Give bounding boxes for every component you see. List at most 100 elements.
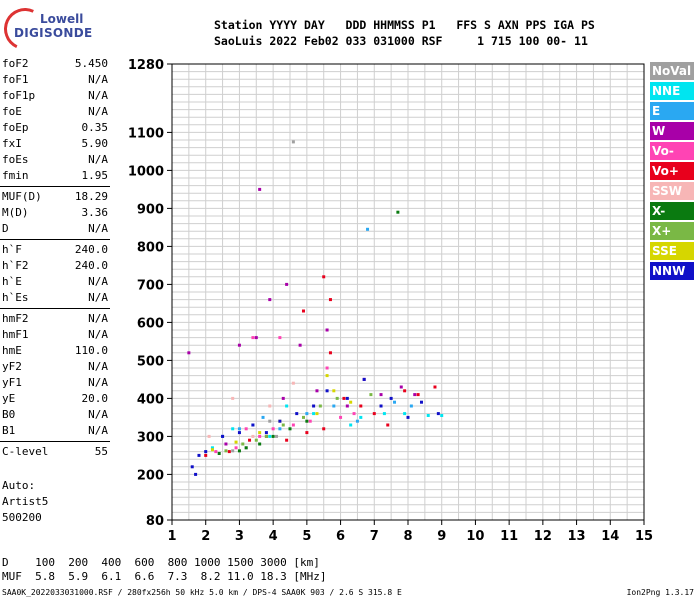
param-separator xyxy=(0,239,110,240)
y-tick-label: 1280 xyxy=(128,58,164,73)
echo-point-x xyxy=(271,434,275,438)
param-label: fmin xyxy=(2,169,29,182)
y-tick-label: 900 xyxy=(137,202,164,217)
param-value: 0.35 xyxy=(81,121,109,134)
param-row: fxI 5.90 xyxy=(0,136,110,152)
echo-point-vo xyxy=(305,431,309,435)
param-row: foF1p N/A xyxy=(0,88,110,104)
legend-item-x: X- xyxy=(650,202,694,220)
legend-item-ssw: SSW xyxy=(650,182,694,200)
y-tick-label: 500 xyxy=(137,354,164,369)
echo-point-nne xyxy=(231,427,235,431)
echo-point-w xyxy=(399,385,403,389)
echo-point-nnw xyxy=(419,400,423,404)
param-separator xyxy=(0,441,110,442)
echo-point-vo xyxy=(248,438,252,442)
echo-point-vo xyxy=(278,336,282,340)
echo-point-x xyxy=(264,434,268,438)
echo-point-nnw xyxy=(345,396,349,400)
echo-point-vo xyxy=(372,412,376,416)
param-row: M(D) 3.36 xyxy=(0,205,110,221)
echo-point-vo xyxy=(359,404,363,408)
echo-point-sse xyxy=(210,448,214,452)
param-label: fxI xyxy=(2,137,22,150)
echo-point-nnw xyxy=(190,465,194,469)
echo-point-vo xyxy=(342,396,346,400)
echo-point-vo xyxy=(322,427,326,431)
echo-point-vo xyxy=(258,434,262,438)
echo-point-ssw xyxy=(207,434,211,438)
header-field-names: Station YYYY DAY DDD HHMMSS P1 FFS S AXN… xyxy=(214,18,595,32)
param-row: hmF1 N/A xyxy=(0,327,110,343)
param-value: N/A xyxy=(88,222,108,235)
muf-distance-table: D 100 200 400 600 800 1000 1500 3000 [km… xyxy=(2,556,327,584)
x-tick-label: 11 xyxy=(500,529,518,544)
logo-text-lowell: Lowell xyxy=(40,12,84,26)
legend-item-sse: SSE xyxy=(650,242,694,260)
param-value: N/A xyxy=(88,153,108,166)
echo-point-nnw xyxy=(264,431,268,435)
legend-item-nnw: NNW xyxy=(650,262,694,280)
echo-point-sse xyxy=(315,412,319,416)
x-tick-label: 9 xyxy=(437,529,446,544)
echo-point-nnw xyxy=(278,419,282,423)
echo-point-vo xyxy=(271,427,275,431)
echo-point-ssw xyxy=(231,396,235,400)
echo-point-w xyxy=(345,404,349,408)
echo-point-w xyxy=(315,389,319,393)
echo-point-w xyxy=(187,351,191,355)
x-tick-label: 8 xyxy=(403,529,412,544)
echo-point-e xyxy=(261,415,265,419)
param-value: N/A xyxy=(88,312,108,325)
echo-point-w xyxy=(281,396,285,400)
echo-point-e xyxy=(393,400,397,404)
x-tick-label: 14 xyxy=(601,529,619,544)
param-label: yF2 xyxy=(2,360,22,373)
param-label: hmF2 xyxy=(2,312,29,325)
echo-point-vo xyxy=(291,423,295,427)
param-row: h`F2 240.0 xyxy=(0,258,110,274)
echo-point-nnw xyxy=(389,396,393,400)
param-row: foF1 N/A xyxy=(0,72,110,88)
x-tick-label: 7 xyxy=(370,529,379,544)
param-value: 5.90 xyxy=(81,137,109,150)
param-row: hmE 110.0 xyxy=(0,343,110,359)
echo-point-x xyxy=(281,423,285,427)
param-value: N/A xyxy=(88,376,108,389)
param-label: h`F2 xyxy=(2,259,29,272)
polarization-legend: NoVal NNE E W Vo- Vo+ SSW X- X+ SSE NNW xyxy=(650,62,694,282)
param-label: h`E xyxy=(2,275,22,288)
autoscaler-label: Auto: xyxy=(2,479,36,492)
echo-point-vo xyxy=(251,336,255,340)
param-label: B1 xyxy=(2,424,16,437)
echo-point-vo xyxy=(416,393,420,397)
x-tick-label: 13 xyxy=(568,529,586,544)
echo-point-sse xyxy=(332,389,336,393)
param-label: foEp xyxy=(2,121,29,134)
param-value: 5.450 xyxy=(74,57,108,70)
param-label: yE xyxy=(2,392,16,405)
param-value: N/A xyxy=(88,73,108,86)
y-tick-label: 80 xyxy=(146,514,164,529)
param-label: C-level xyxy=(2,445,49,458)
param-row: MUF(D) 18.29 xyxy=(0,189,110,205)
echo-point-e xyxy=(355,419,359,423)
echo-point-vo xyxy=(244,427,248,431)
param-row: hmF2 N/A xyxy=(0,311,110,327)
echo-point-noval xyxy=(231,449,235,453)
param-row: yE 20.0 xyxy=(0,391,110,407)
param-row: h`F 240.0 xyxy=(0,242,110,258)
y-tick-label: 600 xyxy=(137,316,164,331)
echo-point-w xyxy=(413,393,417,397)
echo-point-x xyxy=(301,415,305,419)
param-value: 240.0 xyxy=(74,259,108,272)
echo-point-x xyxy=(244,446,248,450)
echo-point-sse xyxy=(325,374,329,378)
param-label: hmF1 xyxy=(2,328,29,341)
echo-point-sse xyxy=(234,440,238,444)
echo-point-x xyxy=(224,449,228,453)
param-label: h`Es xyxy=(2,291,29,304)
y-tick-label: 1000 xyxy=(128,164,164,179)
echo-point-noval xyxy=(268,419,272,423)
echo-point-x xyxy=(318,404,322,408)
